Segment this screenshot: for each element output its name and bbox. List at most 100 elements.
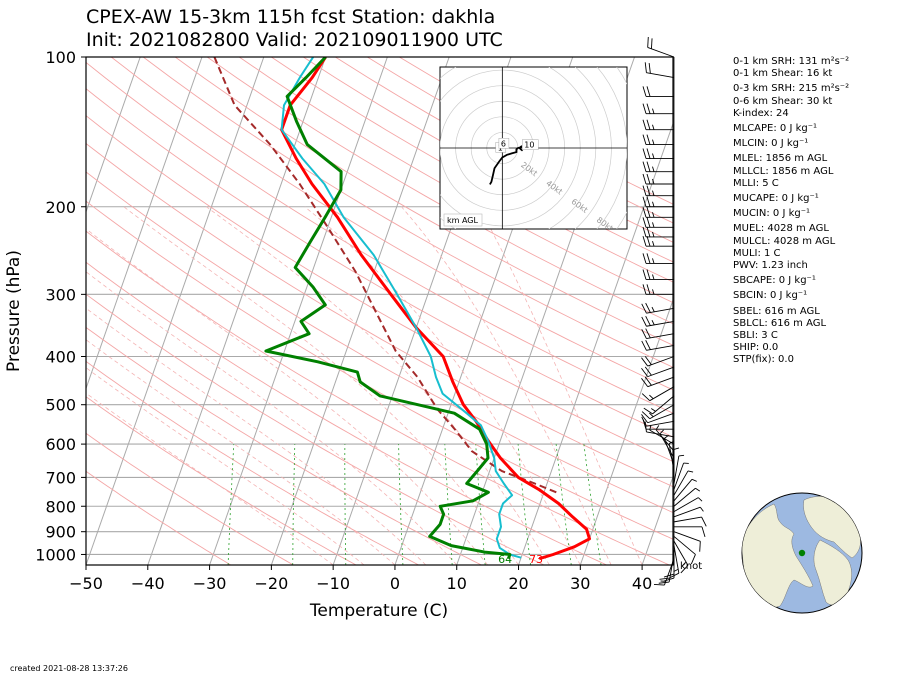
hodograph-legend-box: [443, 213, 483, 227]
sounding-index: MLLCL: 1856 m AGL: [733, 165, 834, 177]
x-tick-label: 40: [632, 574, 652, 593]
mixing-ratio-line: [517, 444, 531, 565]
x-tick-label: 20: [508, 574, 528, 593]
wind-barb: [643, 395, 675, 415]
wind-barb-shaft: [649, 429, 675, 445]
wind-barb-half-flag: [659, 429, 664, 435]
wind-barb: [642, 284, 674, 295]
wind-barb-flag: [646, 236, 651, 247]
x-tick-label: −30: [193, 574, 227, 593]
sounding-index: K-index: 24: [733, 107, 789, 119]
parcel-trace: [213, 57, 557, 494]
skewt-axes: −50 −40 −30 −20 −10 0 10 20 30 40 100 200 300 400 500 6…: [35, 48, 652, 593]
wind-barb-flag: [642, 148, 647, 159]
wind-barb: [641, 302, 675, 314]
y-tick-label: 100: [45, 48, 76, 67]
wind-barb-half-flag: [652, 222, 655, 228]
dry-adiabat: [86, 360, 419, 565]
wind-barb-shaft: [647, 356, 675, 367]
wind-barb-flag: [642, 119, 647, 130]
isotherm-line: [270, 57, 450, 565]
sounding-index: 0-3 km SRH: 215 m²s⁻²: [733, 83, 850, 95]
y-tick-label: 1000: [35, 545, 76, 564]
wind-barb: [642, 236, 674, 247]
isotherm-line: [86, 57, 265, 565]
skewt-gridlines: [86, 57, 673, 565]
wind-barb-half-flag: [652, 190, 655, 196]
wind-barb-flag: [701, 516, 707, 527]
wind-barb-shaft: [647, 376, 675, 388]
wind-barb-flag: [646, 103, 651, 114]
wind-barb: [673, 536, 696, 565]
wind-barb-flag: [641, 303, 647, 314]
x-tick-label: 0: [390, 574, 400, 593]
wind-barb-half-flag: [682, 561, 687, 566]
isotherm-line: [579, 298, 673, 565]
mixing-ratio-line: [444, 444, 453, 565]
wind-barb-flag: [647, 36, 649, 48]
wind-barb: [674, 526, 706, 537]
wind-barb-flag: [644, 376, 652, 386]
wind-barb-shaft: [673, 497, 699, 512]
wind-barb-half-flag: [652, 139, 655, 145]
wind-barb-flag: [642, 217, 647, 228]
sounding-index: MLCAPE: 0 J kg⁻¹: [733, 123, 818, 135]
wind-barb-flag: [642, 103, 647, 114]
wind-barb-flag: [669, 572, 680, 579]
wind-barb-half-flag: [649, 394, 654, 400]
isotherm-line: [209, 57, 388, 565]
wind-barb: [642, 161, 674, 173]
dry-adiabat: [86, 88, 673, 438]
wind-barb-flag: [642, 134, 647, 145]
sounding-index: MUEL: 4028 m AGL: [733, 223, 829, 235]
wind-barb-flag: [646, 269, 651, 280]
wind-barb-flag: [642, 269, 647, 280]
wind-barb-flag: [642, 173, 647, 185]
isotherm-line: [641, 475, 673, 565]
wind-barb-flag: [644, 356, 652, 365]
dewpoint-trace: [264, 57, 512, 560]
wind-barb-flag: [642, 253, 647, 264]
wind-barb: [642, 253, 674, 264]
wind-barb-half-flag: [695, 487, 701, 492]
dry-adiabat: [86, 432, 294, 565]
wind-barb: [673, 516, 707, 527]
moist-adiabat: [401, 206, 612, 565]
wind-barb: [673, 540, 689, 574]
wind-barb: [641, 340, 675, 351]
sounding-index: 0-6 km Shear: 30 kt: [733, 95, 833, 107]
wind-barb: [642, 196, 674, 208]
surface-temperature-label: 73: [529, 553, 543, 566]
dry-adiabat: [86, 61, 673, 414]
wind-barb-shaft: [673, 470, 689, 496]
wind-barb-half-flag: [652, 108, 655, 114]
wind-barb: [642, 185, 674, 197]
wind-barb-flag: [644, 62, 647, 73]
wind-barb-flag: [690, 554, 696, 565]
dry-adiabat: [86, 470, 231, 565]
mixing-ratio-line: [583, 444, 602, 565]
wind-barb-half-flag: [699, 506, 704, 512]
wind-barb-flag: [645, 340, 651, 350]
wind-barb-flag: [641, 329, 647, 339]
skewt-frame: [85, 56, 674, 566]
wind-barb-shaft: [673, 516, 702, 523]
x-tick-label: 30: [570, 574, 590, 593]
dry-adiabat: [86, 200, 673, 540]
created-timestamp: created 2021-08-28 13:37:26: [10, 664, 128, 673]
wind-barb: [641, 386, 675, 402]
wind-barb-shaft: [649, 404, 675, 420]
wind-barb-shaft: [655, 429, 675, 452]
wind-barb-flag: [646, 217, 651, 228]
wind-barb: [673, 470, 694, 496]
y-tick-label: 900: [45, 523, 76, 542]
wind-barb-half-flag: [652, 212, 655, 218]
isotherm-line: [147, 57, 327, 565]
wind-barb-flag: [648, 63, 651, 74]
wind-barb-half-flag: [673, 447, 680, 450]
wind-barb-flag: [641, 411, 651, 420]
hodograph-inset: 20kt40kt60kt80kt1610 km AGL: [439, 66, 628, 230]
wind-barb-flag: [646, 226, 651, 238]
wind-barb-flag: [641, 367, 649, 377]
y-tick-label: 600: [45, 435, 76, 454]
